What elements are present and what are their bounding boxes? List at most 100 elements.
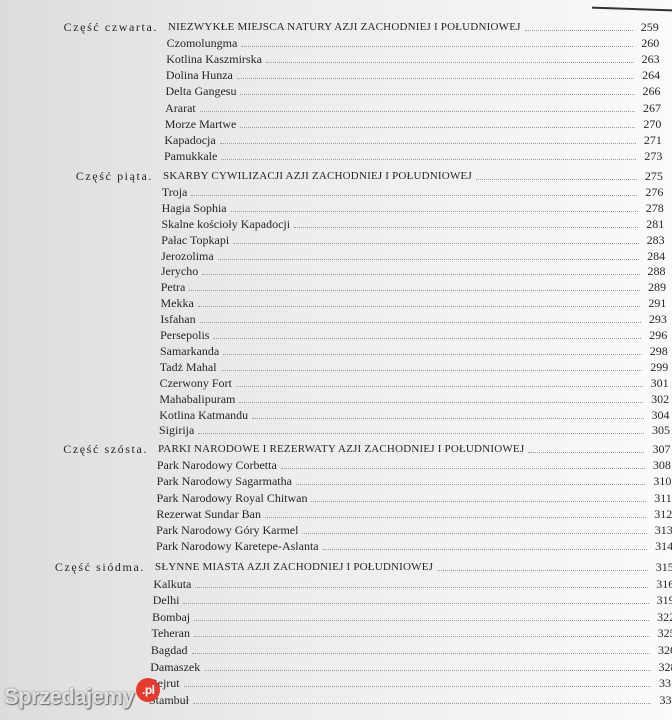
entry-title: Delta Gangesu: [165, 84, 237, 99]
part-label: Część szósta.: [63, 442, 148, 456]
entry-title: Mekka: [160, 296, 194, 311]
page-number: 331: [658, 676, 672, 691]
page-number: 304: [651, 407, 670, 422]
dot-leader: [191, 185, 638, 196]
toc-entry: Samarkanda 298: [160, 344, 668, 359]
dot-leader: [233, 233, 639, 244]
dot-leader: [194, 610, 650, 621]
part-label: Część siódma.: [54, 560, 145, 574]
dot-leader: [528, 442, 645, 453]
page-number: 315: [655, 560, 672, 574]
page-number: 293: [648, 312, 667, 327]
toc-entry: Kotlina Katmandu 304: [159, 408, 669, 423]
entry-title: Mahabalipuram: [159, 391, 236, 406]
toc-entry: Park Narodowy Royal Chitwan 311: [157, 491, 672, 506]
entry-title: Skalne kościoły Kapadocji: [161, 216, 291, 231]
page-number: 267: [642, 100, 661, 115]
page-number: 273: [644, 148, 663, 163]
page-number: 283: [646, 232, 665, 247]
dot-leader: [197, 296, 641, 308]
entry-title: Park Narodowy Karetepe-Aslanta: [156, 539, 319, 554]
toc-entry: Dolina Hunza 264: [166, 68, 660, 83]
toc-entry: Park Narodowy Góry Karmel 313: [156, 523, 672, 538]
entry-title: Czomolungma: [166, 36, 238, 51]
dot-leader: [437, 560, 648, 571]
part-heading: NIEZWYKŁE MIEJSCA NATURY AZJI ZACHODNIEJ…: [168, 20, 659, 35]
dot-leader: [199, 101, 635, 112]
dot-leader: [198, 423, 644, 435]
dot-leader: [252, 408, 644, 419]
entry-title: Jerozolima: [161, 248, 214, 263]
toc-entry: Petra 289: [161, 280, 666, 295]
entry-title: Bagdad: [150, 643, 188, 657]
toc-entry: Persepolis 296: [160, 328, 667, 343]
entry-title: Rezerwat Sundar Ban: [156, 506, 261, 521]
dot-leader: [322, 539, 648, 551]
page-number: 260: [641, 36, 660, 51]
entry-title: PARKI NARODOWE I REZERWATY AZJI ZACHODNI…: [158, 443, 525, 455]
part-heading: SŁYNNE MIASTA AZJI ZACHODNIEJ I POŁUDNIO…: [155, 560, 672, 575]
page-number: 288: [647, 264, 666, 279]
dot-leader: [524, 20, 633, 31]
entry-title: Hagia Sophia: [161, 200, 227, 215]
dot-leader: [199, 312, 641, 324]
dot-leader: [264, 507, 647, 518]
entry-title: Bombaj: [152, 609, 191, 624]
dot-leader: [183, 676, 651, 688]
top-rule: [591, 6, 672, 11]
dot-leader: [280, 458, 645, 470]
toc-entry: Mekka 291: [161, 296, 667, 311]
entry-title: Jerycho: [160, 264, 199, 279]
dot-leader: [220, 360, 643, 371]
entry-title: Delhi: [152, 593, 180, 608]
page-number: 319: [656, 593, 672, 608]
toc-entry: Rezerwat Sundar Ban 312: [156, 507, 672, 522]
page-number: 291: [648, 296, 667, 311]
dot-leader: [219, 133, 636, 144]
dot-leader: [221, 149, 637, 160]
dot-leader: [202, 264, 640, 276]
toc-entry: Pałac Topkapi 283: [161, 233, 664, 248]
toc-entry: Sigirija 305: [159, 423, 670, 438]
entry-title: Stambuł: [149, 692, 190, 707]
entry-title: Damaszek: [150, 659, 201, 674]
page-number: 302: [651, 391, 670, 406]
dot-leader: [230, 201, 638, 212]
page-number: 305: [651, 423, 670, 438]
page-number: 298: [649, 343, 668, 358]
toc-entry: Morze Martwe 270: [165, 117, 662, 132]
page-number: 266: [642, 84, 661, 99]
toc-entry: Pamukkale 273: [164, 149, 662, 164]
page-number: 314: [655, 539, 672, 554]
entry-title: Sigirija: [159, 423, 195, 438]
page-number: 271: [643, 132, 662, 147]
page-number: 333: [659, 692, 672, 707]
toc-entry: Park Narodowy Corbetta 308: [157, 458, 671, 473]
entry-title: Czerwony Fort: [159, 375, 232, 390]
page-number: 276: [645, 184, 664, 199]
page-number: 284: [647, 248, 666, 263]
page-number: 325: [657, 626, 672, 641]
page-number: 312: [654, 506, 672, 521]
page-number: 270: [643, 116, 662, 131]
entry-title: Pałac Topkapi: [161, 232, 230, 247]
toc-entry: Park Narodowy Karetepe-Aslanta 314: [156, 539, 672, 554]
dot-leader: [191, 643, 651, 654]
toc-entry: Jerycho 288: [161, 264, 666, 279]
dot-leader: [311, 491, 646, 502]
page-number: 264: [642, 68, 661, 83]
entry-title: Persepolis: [160, 328, 210, 342]
page-number: 299: [650, 359, 669, 374]
toc-entry: Mahabalipuram 302: [159, 392, 669, 407]
page-number: 263: [641, 52, 660, 67]
page-number: 307: [652, 442, 671, 456]
dot-leader: [295, 474, 646, 486]
toc-entry: Delta Gangesu 266: [166, 84, 661, 99]
entry-title: Kalkuta: [153, 576, 192, 591]
part-heading: SKARBY CYWILIZACJI AZJI ZACHODNIEJ I POŁ…: [163, 169, 663, 184]
part-heading: PARKI NARODOWE I REZERWATY AZJI ZACHODNI…: [158, 442, 670, 457]
toc-entry: Tadż Mahal 299: [160, 360, 668, 375]
dot-leader: [189, 280, 640, 292]
toc-entry: Czerwony Fort 301: [160, 376, 669, 391]
page-number: 308: [652, 458, 671, 473]
